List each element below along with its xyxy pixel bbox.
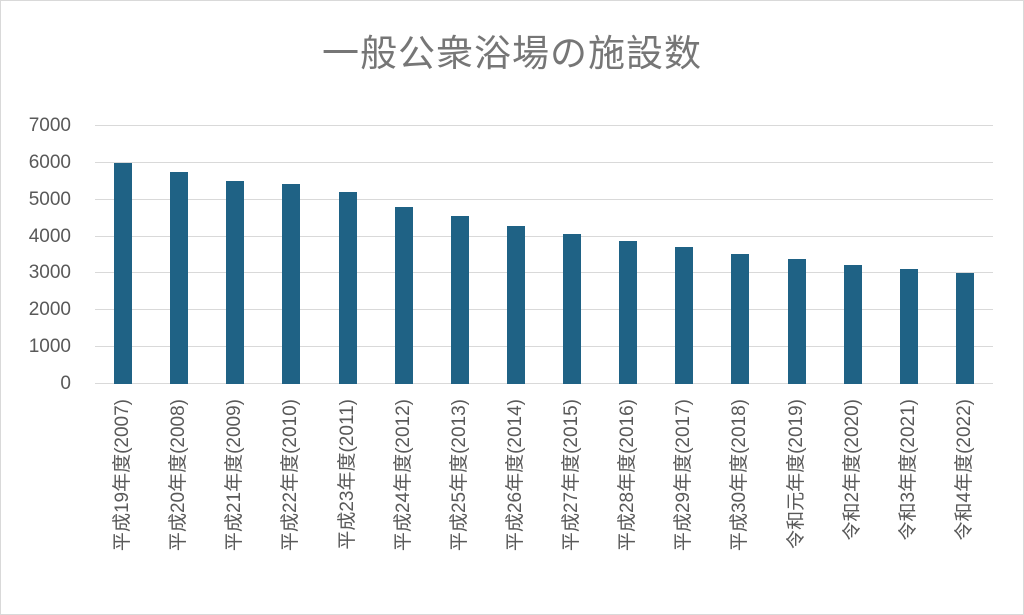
gridline (95, 235, 993, 237)
x-tick-label: 平成21年度(2009) (224, 399, 246, 552)
bar-平成23年度(2011) (338, 192, 357, 384)
bar-slot (207, 126, 263, 384)
bar-令和元年度(2019) (787, 259, 806, 384)
bar-slot (769, 126, 825, 384)
x-axis-line (95, 383, 993, 384)
bar-平成21年度(2009) (226, 181, 245, 384)
bar-slot (151, 126, 207, 384)
bar-slot (881, 126, 937, 384)
bar-slot (937, 126, 993, 384)
bar-slot (712, 126, 768, 384)
bar-平成22年度(2010) (282, 183, 301, 384)
x-tick-label: 平成20年度(2008) (168, 399, 190, 552)
x-tick-label: 平成30年度(2018) (729, 399, 751, 552)
bar-平成28年度(2016) (619, 240, 638, 384)
bar-slot (432, 126, 488, 384)
y-tick-label: 3000 (28, 262, 71, 284)
bar-平成19年度(2007) (114, 162, 133, 384)
bar-slot (95, 126, 151, 384)
bars-layer (95, 126, 993, 384)
bar-slot (376, 126, 432, 384)
bar-平成30年度(2018) (731, 254, 750, 384)
bar-slot (825, 126, 881, 384)
y-tick-label: 1000 (28, 336, 71, 358)
bar-令和3年度(2021) (899, 268, 918, 384)
bar-令和2年度(2020) (843, 265, 862, 384)
bar-slot (544, 126, 600, 384)
bar-平成27年度(2015) (563, 234, 582, 384)
bar-平成29年度(2017) (675, 246, 694, 384)
y-tick-label: 2000 (28, 299, 71, 321)
bar-平成20年度(2008) (170, 172, 189, 384)
chart-title: 一般公衆浴場の施設数 (322, 33, 702, 74)
bar-平成25年度(2013) (450, 216, 469, 384)
bar-平成24年度(2012) (394, 207, 413, 384)
x-tick-label: 平成29年度(2017) (673, 399, 695, 552)
bar-slot (263, 126, 319, 384)
bar-令和4年度(2022) (955, 273, 974, 384)
x-tick-label: 平成23年度(2011) (336, 399, 358, 550)
bar-slot (488, 126, 544, 384)
x-tick-label: 平成19年度(2007) (112, 399, 134, 552)
gridline (95, 309, 993, 311)
gridline (95, 125, 993, 126)
gridline (95, 346, 993, 348)
y-axis: 0 1000 2000 3000 4000 5000 6000 7000 (1, 115, 71, 394)
x-tick-label: 平成22年度(2010) (280, 399, 302, 552)
x-tick-label: 平成28年度(2016) (617, 399, 639, 552)
x-tick-label: 平成24年度(2012) (392, 399, 414, 552)
x-tick-label: 令和3年度(2021) (897, 399, 919, 541)
gridline (95, 161, 993, 163)
x-tick-label: 平成27年度(2015) (561, 399, 583, 552)
x-tick-label: 令和元年度(2019) (785, 399, 807, 549)
plot-area (95, 125, 993, 384)
y-tick-label: 4000 (28, 225, 71, 247)
bar-slot (600, 126, 656, 384)
bar-slot (656, 126, 712, 384)
gridline (95, 272, 993, 274)
y-tick-label: 0 (60, 373, 71, 394)
y-tick-label: 6000 (28, 151, 71, 173)
gridline (95, 198, 993, 200)
x-tick-label: 平成26年度(2014) (504, 399, 526, 552)
x-tick-label: 令和2年度(2020) (841, 399, 863, 541)
x-tick-label: 令和4年度(2022) (953, 399, 975, 541)
x-tick-label: 平成25年度(2013) (448, 399, 470, 552)
bar-平成26年度(2014) (506, 225, 525, 384)
y-tick-label: 7000 (28, 115, 71, 136)
y-tick-label: 5000 (28, 188, 71, 210)
bar-slot (320, 126, 376, 384)
